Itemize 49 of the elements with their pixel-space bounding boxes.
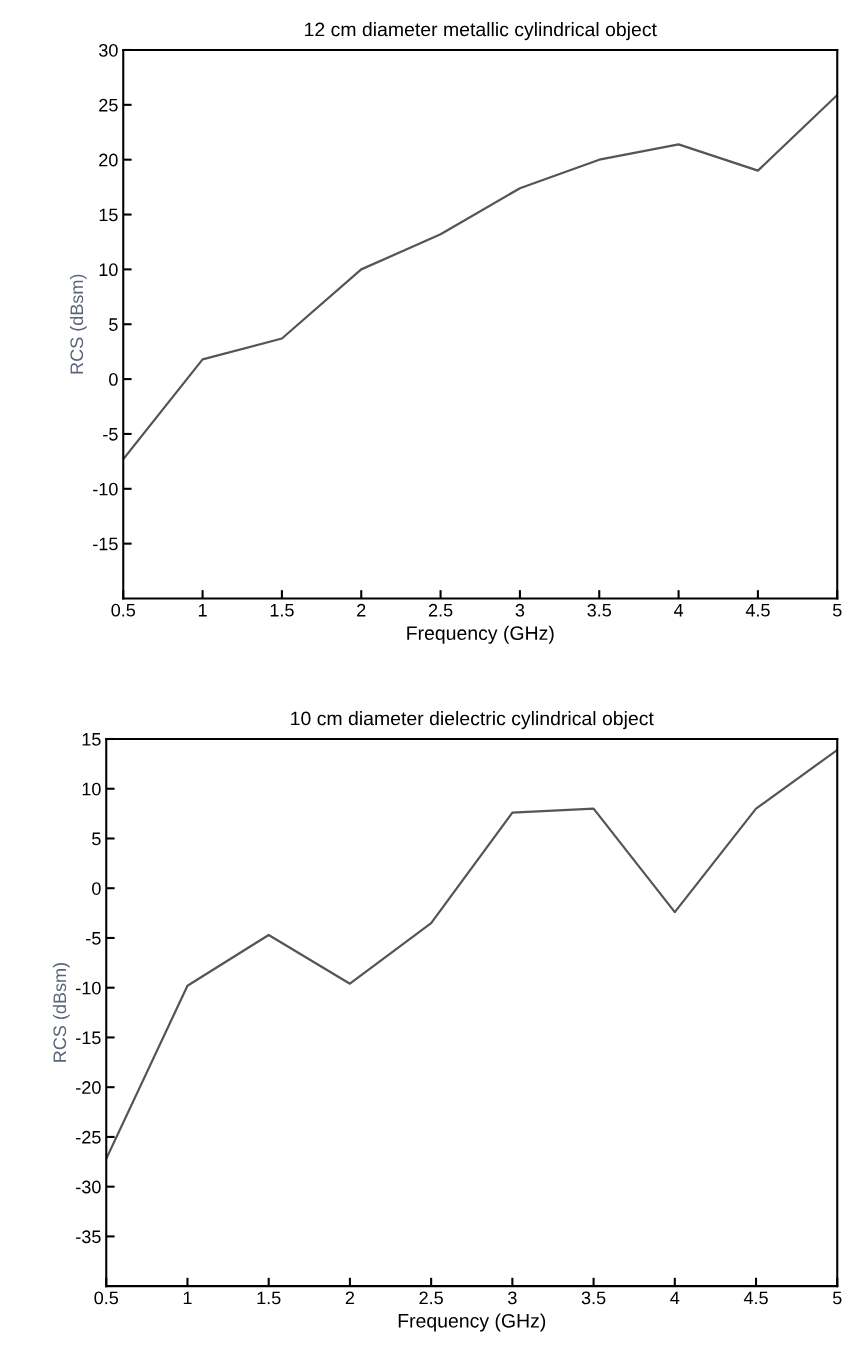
- y-tick-label: 5: [92, 832, 101, 846]
- x-tick-label: 3.5: [587, 603, 612, 617]
- x-axis-title: Frequency (GHz): [407, 625, 554, 644]
- line-series: [106, 748, 838, 1160]
- y-tick-label: 30: [99, 43, 118, 57]
- y-tick-label: -10: [76, 981, 101, 995]
- y-tick-label: -30: [76, 1180, 101, 1194]
- y-tick-label: 10: [82, 782, 101, 796]
- x-tick-label: 3: [515, 603, 525, 617]
- y-tick-label: 10: [99, 263, 118, 277]
- x-tick-label: 1.5: [257, 1291, 281, 1305]
- y-tick-label: -35: [76, 1230, 101, 1244]
- x-tick-label: 1.5: [270, 604, 294, 617]
- x-tick-label: 0.5: [94, 1291, 119, 1305]
- x-axis-title: Frequency (GHz): [398, 1313, 546, 1332]
- x-tick-label: 5: [832, 1291, 842, 1305]
- y-tick-label: 15: [99, 208, 118, 222]
- y-tick-label: -5: [103, 428, 118, 441]
- x-tick-label: 4: [670, 1291, 680, 1305]
- y-tick-label: -5: [86, 932, 101, 945]
- x-tick-label: 5: [832, 604, 842, 617]
- x-tick-label: 0.5: [111, 603, 136, 617]
- y-tick-label: 15: [82, 733, 101, 746]
- x-tick-label: 2.5: [419, 1291, 443, 1305]
- x-tick-label: 1: [198, 604, 207, 617]
- chart-title: 12 cm diameter metallic cylindrical object: [305, 22, 657, 41]
- x-tick-label: 2.5: [428, 603, 453, 617]
- x-tick-label: 3: [508, 1291, 517, 1305]
- x-tick-label: 4.5: [745, 604, 770, 617]
- y-tick-label: -20: [76, 1081, 101, 1094]
- x-tick-label: 2: [345, 1291, 355, 1305]
- y-tick-label: 0: [109, 373, 118, 386]
- y-tick-label: 20: [99, 153, 118, 167]
- x-tick-label: 3.5: [581, 1291, 606, 1305]
- y-tick-label: 0: [92, 882, 101, 895]
- line-series: [123, 93, 838, 461]
- y-tick-label: -15: [76, 1031, 101, 1045]
- y-tick-label: -25: [76, 1130, 101, 1144]
- y-tick-label: 5: [109, 318, 118, 331]
- y-tick-label: 25: [99, 98, 118, 112]
- x-tick-label: 4.5: [743, 1291, 768, 1305]
- y-tick-label: -15: [93, 537, 118, 551]
- y-axis-title: RCS (dBsm): [69, 274, 87, 374]
- y-axis-title: RCS (dBsm): [52, 963, 70, 1062]
- y-tick-label: -10: [93, 482, 118, 496]
- x-tick-label: 1: [183, 1291, 192, 1305]
- chart-title: 10 cm diameter dielectric cylindrical object: [291, 711, 654, 730]
- x-tick-label: 2: [357, 603, 366, 617]
- x-tick-label: 4: [673, 604, 684, 617]
